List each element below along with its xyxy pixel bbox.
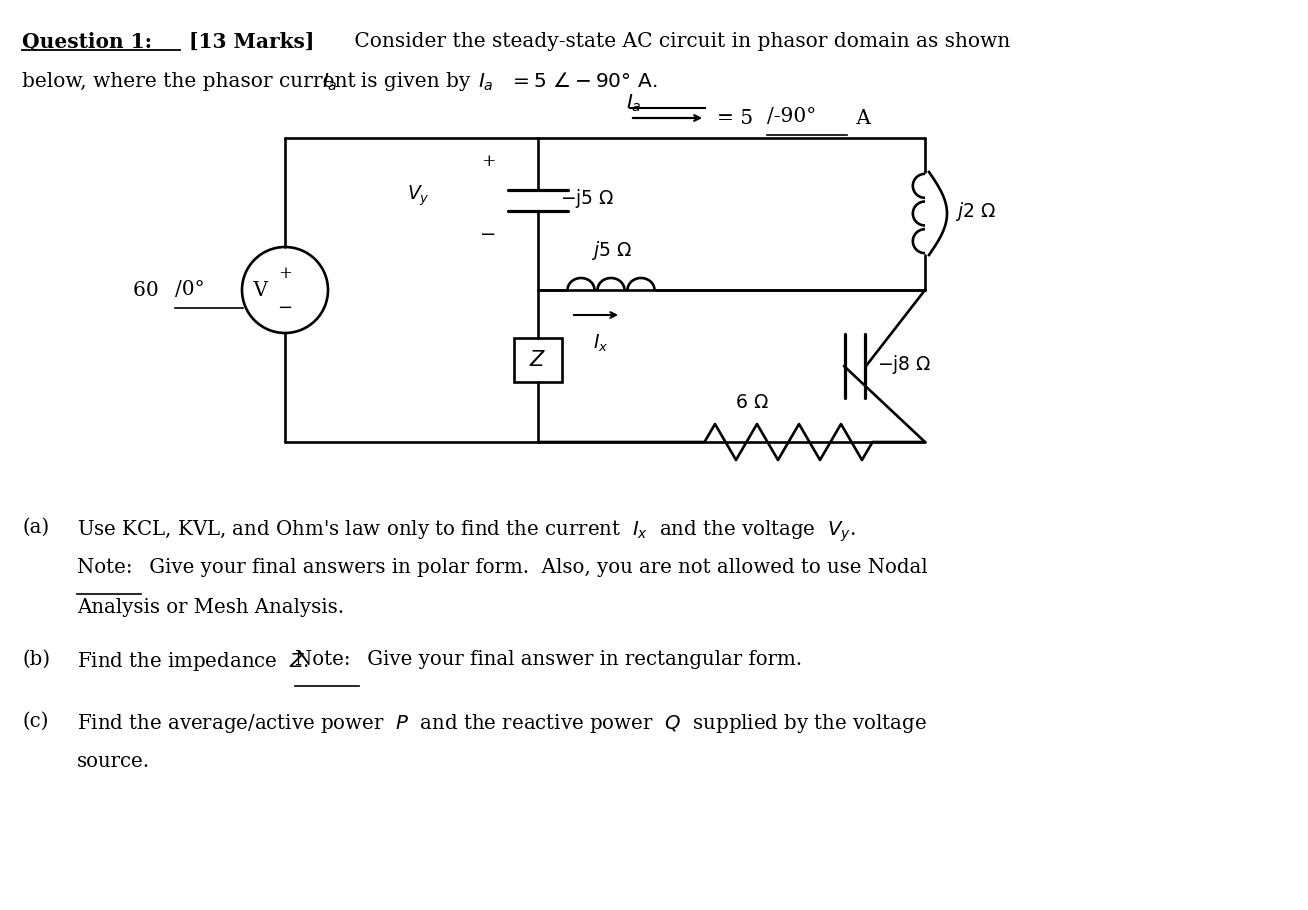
Text: $I_a$: $I_a$ — [627, 93, 642, 114]
Text: V: V — [247, 280, 268, 299]
Text: Question 1:: Question 1: — [22, 32, 152, 52]
Text: /-90°: /-90° — [766, 107, 816, 126]
Text: Use KCL, KVL, and Ohm's law only to find the current  $I_x$  and the voltage  $V: Use KCL, KVL, and Ohm's law only to find… — [77, 518, 855, 543]
Text: $j5\ \Omega$: $j5\ \Omega$ — [590, 239, 632, 262]
Bar — [514, 338, 562, 382]
Text: $6\ \Omega$: $6\ \Omega$ — [735, 394, 768, 412]
Text: $\mathrm{-j5}\ \Omega$: $\mathrm{-j5}\ \Omega$ — [560, 187, 615, 209]
Text: $V_y$: $V_y$ — [407, 184, 430, 208]
Text: $= 5\ \angle -90°\ \mathrm{A}.$: $= 5\ \angle -90°\ \mathrm{A}.$ — [502, 72, 658, 91]
Text: /0°: /0° — [175, 279, 204, 298]
Text: Consider the steady-state AC circuit in phasor domain as shown: Consider the steady-state AC circuit in … — [348, 32, 1010, 51]
Text: +: + — [480, 154, 496, 170]
Text: Give your final answers in polar form.  Also, you are not allowed to use Nodal: Give your final answers in polar form. A… — [143, 558, 927, 577]
Text: Give your final answer in rectangular form.: Give your final answer in rectangular fo… — [361, 650, 802, 669]
Text: Note:: Note: — [77, 558, 132, 577]
Text: $I_x$: $I_x$ — [594, 333, 608, 354]
Text: $Z$: $Z$ — [530, 350, 547, 370]
Text: is given by: is given by — [348, 72, 483, 91]
Text: Note:: Note: — [296, 650, 351, 669]
Text: Find the average/active power  $P$  and the reactive power  $Q$  supplied by the: Find the average/active power $P$ and th… — [77, 712, 927, 735]
Text: (c): (c) — [22, 712, 48, 731]
Text: +: + — [279, 266, 292, 282]
Text: = 5: = 5 — [717, 108, 760, 127]
Text: A: A — [850, 108, 871, 127]
Text: −: − — [480, 226, 496, 244]
Text: $\mathrm{-j8}\ \Omega$: $\mathrm{-j8}\ \Omega$ — [876, 352, 931, 376]
Text: 60: 60 — [133, 280, 165, 299]
Text: Analysis or Mesh Analysis.: Analysis or Mesh Analysis. — [77, 598, 344, 617]
Text: [13 Marks]: [13 Marks] — [182, 32, 314, 52]
Text: source.: source. — [77, 752, 150, 771]
Text: $j2\ \Omega$: $j2\ \Omega$ — [955, 200, 995, 223]
Text: (b): (b) — [22, 650, 50, 669]
Text: −: − — [277, 299, 293, 317]
Text: Find the impedance  $Z$.: Find the impedance $Z$. — [77, 650, 317, 673]
Text: $I_a$: $I_a$ — [322, 72, 337, 94]
Text: (a): (a) — [22, 518, 50, 537]
Text: $I_a$: $I_a$ — [477, 72, 493, 94]
Text: below, where the phasor current: below, where the phasor current — [22, 72, 369, 91]
